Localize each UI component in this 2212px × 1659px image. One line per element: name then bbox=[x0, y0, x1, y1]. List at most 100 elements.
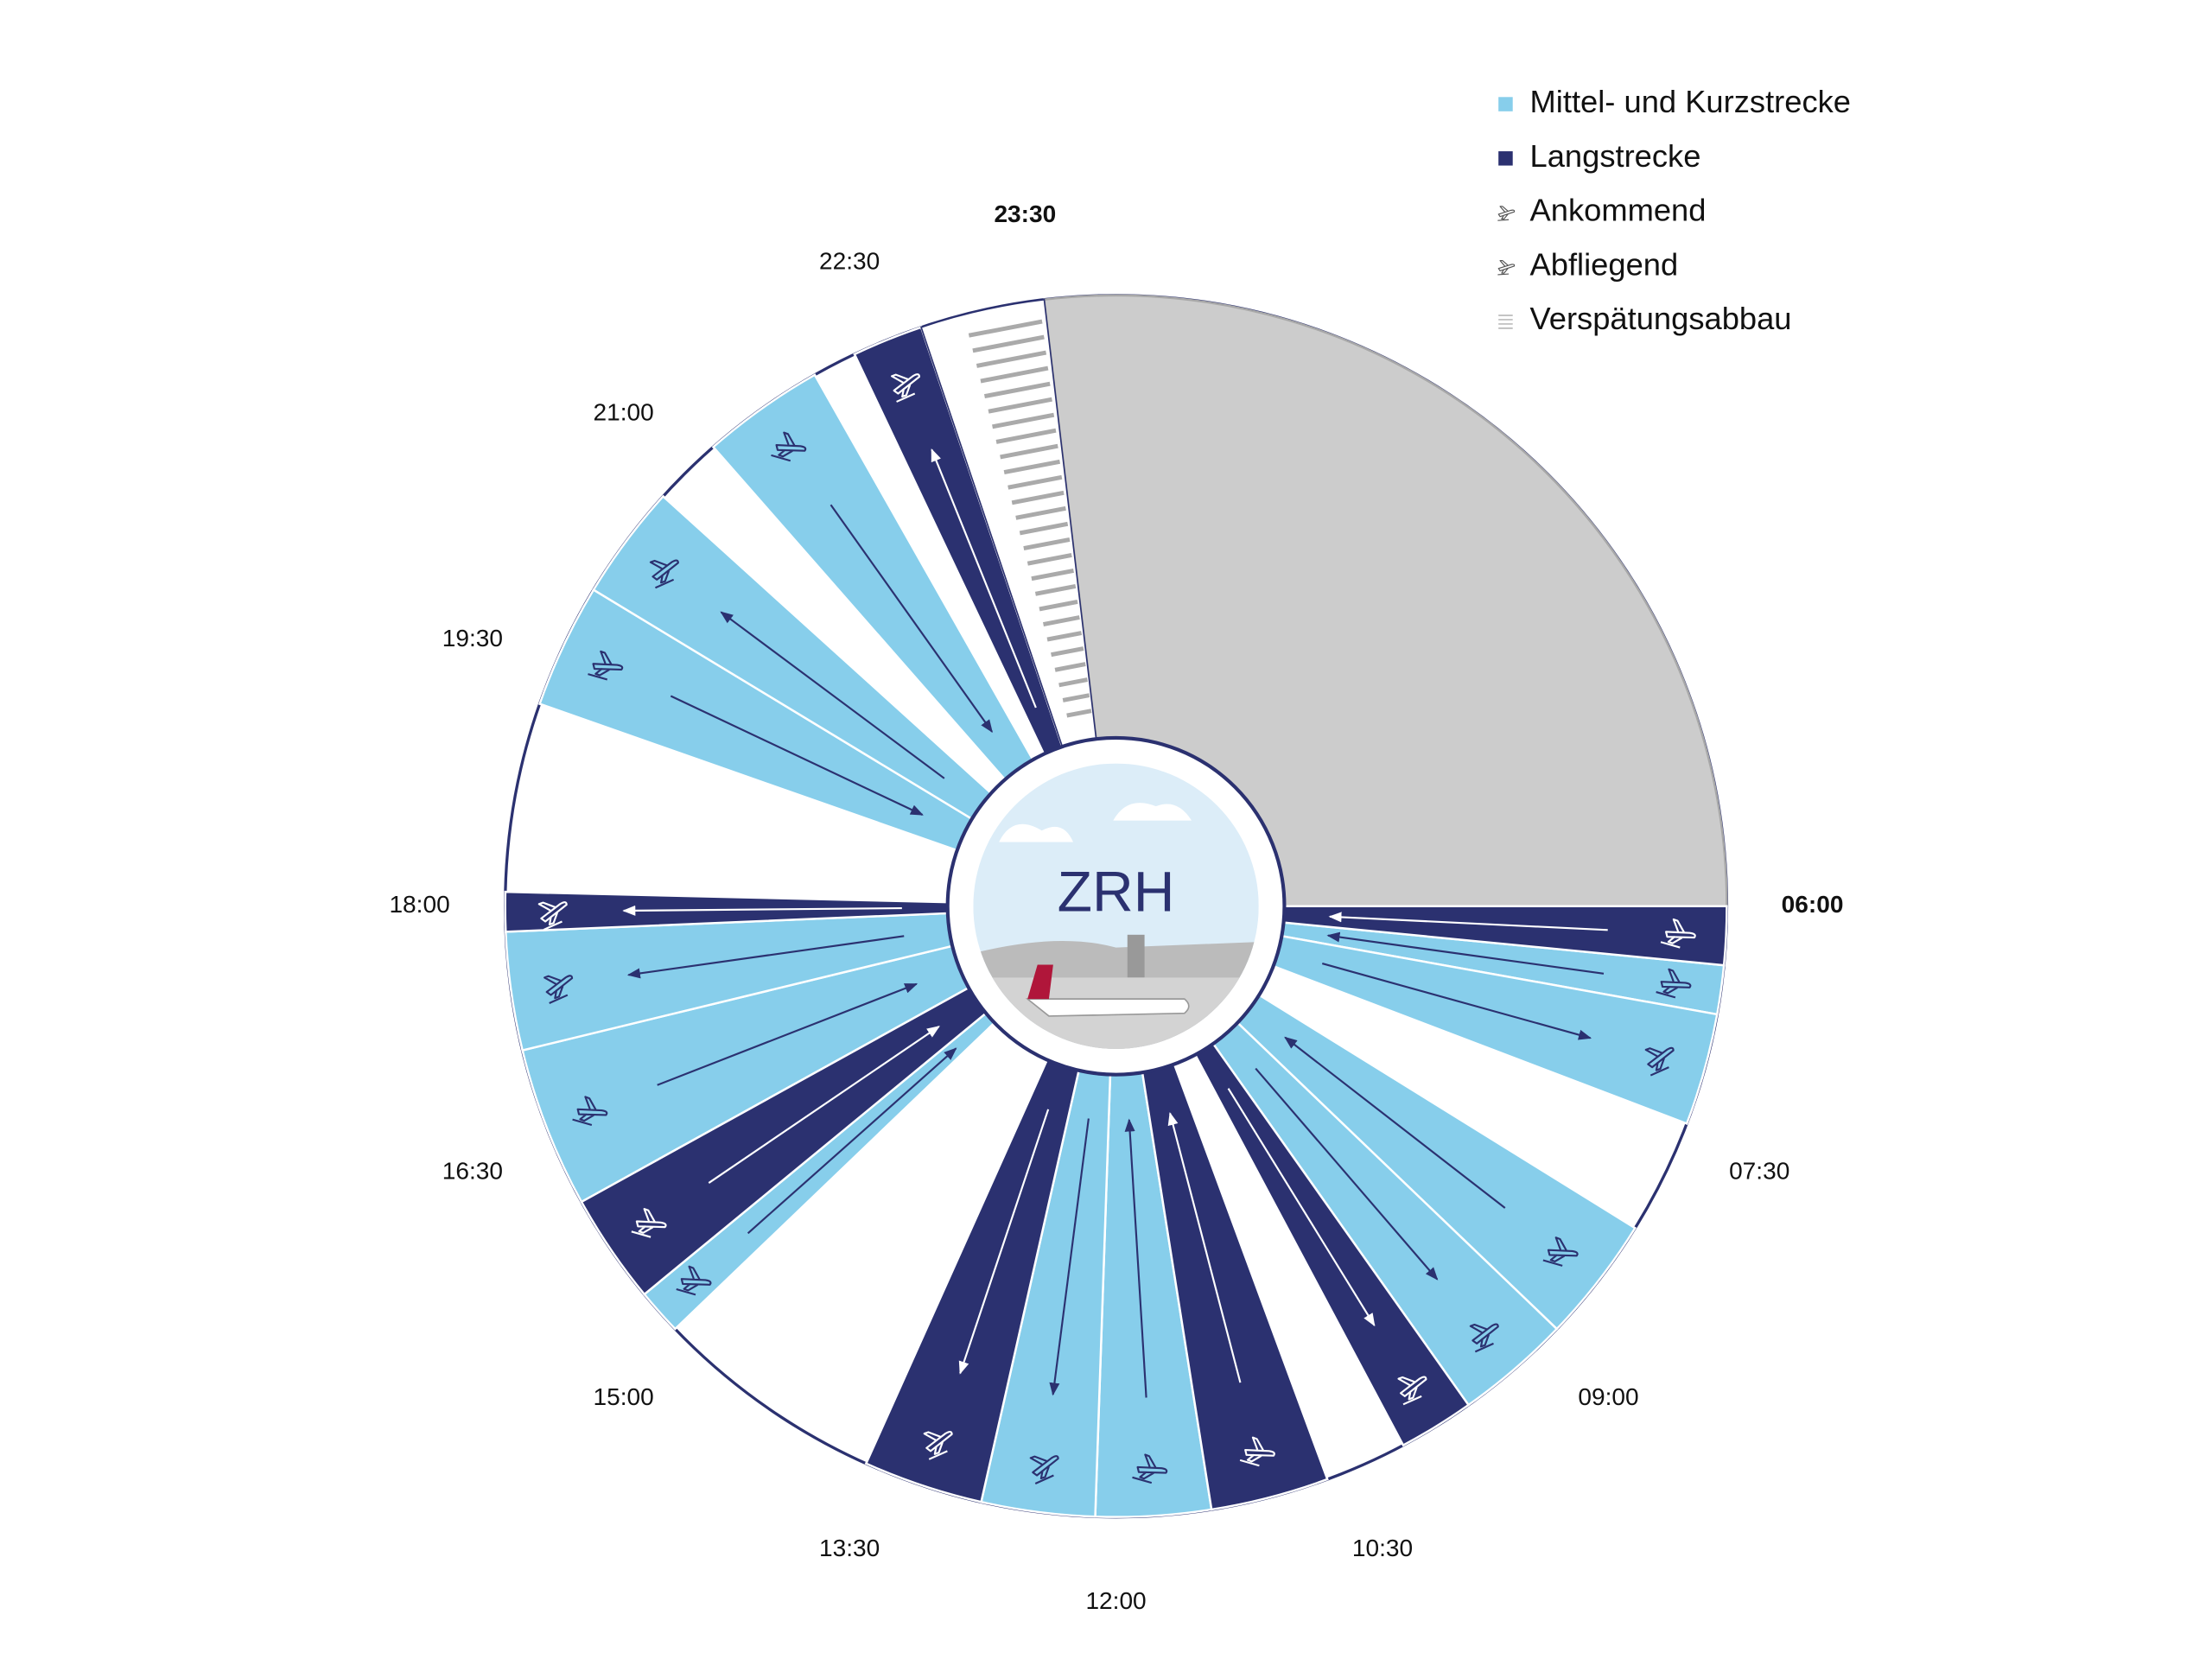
departure-arrow bbox=[1321, 963, 1592, 1040]
delay-stripe bbox=[1066, 709, 1092, 718]
delay-stripe bbox=[1058, 677, 1088, 688]
plane-icon bbox=[771, 431, 807, 462]
time-label: 22:30 bbox=[819, 248, 880, 275]
legend-label: Mittel- und Kurzstrecke bbox=[1530, 84, 1851, 119]
delay-stripe bbox=[1046, 631, 1083, 642]
arrival-arrow bbox=[1124, 1118, 1147, 1398]
arrival-arrow bbox=[1167, 1112, 1242, 1383]
plane-icon bbox=[676, 1265, 712, 1296]
plane-shape bbox=[890, 373, 921, 403]
delay-stripe bbox=[1039, 600, 1078, 612]
delay-stripe bbox=[983, 381, 1051, 399]
delay-stripe bbox=[1003, 459, 1061, 475]
plane-icon bbox=[1656, 968, 1692, 999]
departure-arrow bbox=[1255, 1067, 1439, 1281]
plane-icon bbox=[572, 1096, 608, 1127]
cloud bbox=[1113, 803, 1192, 821]
arrival-arrow bbox=[830, 504, 993, 734]
plane-shape bbox=[1660, 918, 1696, 949]
hub-illustration bbox=[973, 763, 1259, 1049]
plane-icon bbox=[631, 1208, 667, 1238]
plane-icon bbox=[1644, 1046, 1675, 1077]
arrival-arrow bbox=[670, 695, 924, 816]
plane-shape bbox=[537, 901, 568, 931]
plane-icon bbox=[1469, 1323, 1499, 1353]
departure-arrow bbox=[958, 1109, 1050, 1375]
delay-stripe bbox=[1051, 646, 1084, 658]
arrival-arrow bbox=[1284, 1036, 1506, 1209]
plane-shape bbox=[923, 1430, 953, 1460]
plane-icon bbox=[923, 1430, 953, 1460]
time-label: 18:00 bbox=[389, 891, 449, 918]
legend-label: Ankommend bbox=[1530, 193, 1707, 228]
plane-shape bbox=[1644, 1046, 1675, 1077]
delay-stripe bbox=[1007, 474, 1063, 490]
departure-arrow bbox=[720, 611, 945, 779]
time-label: 07:30 bbox=[1729, 1158, 1789, 1185]
time-label: 13:30 bbox=[819, 1535, 880, 1561]
plane-icon bbox=[588, 650, 624, 681]
plane-shape bbox=[631, 1208, 667, 1238]
closed-sector bbox=[1043, 294, 1728, 908]
legend-label: Abfliegend bbox=[1530, 246, 1679, 282]
plane-icon bbox=[649, 559, 679, 589]
plane-shape bbox=[649, 559, 679, 589]
delay-stripe bbox=[1011, 490, 1065, 505]
plane-shape bbox=[1497, 206, 1516, 221]
plane-shape bbox=[1656, 968, 1692, 999]
plane-icon bbox=[1029, 1455, 1059, 1484]
plane-shape bbox=[1542, 1236, 1579, 1267]
delay-stripe bbox=[968, 319, 1043, 338]
plane-shape bbox=[1497, 259, 1516, 276]
plane-icon bbox=[1397, 1376, 1427, 1406]
hub-title: ZRH bbox=[1058, 860, 1175, 924]
delay-stripe bbox=[1019, 521, 1069, 536]
departure-arrow bbox=[1227, 1088, 1376, 1327]
time-label: 12:00 bbox=[1085, 1587, 1146, 1614]
plane-icon bbox=[1660, 918, 1696, 949]
time-label: 09:00 bbox=[1578, 1383, 1638, 1410]
delay-stripe bbox=[1027, 552, 1072, 566]
plane-shape bbox=[1469, 1323, 1499, 1353]
departure-arrow bbox=[626, 935, 905, 979]
time-label: 15:00 bbox=[594, 1383, 654, 1410]
legend: Mittel- und Kurzstrecke Langstrecke Ankomm… bbox=[1497, 84, 1851, 336]
delay-stripe bbox=[1023, 537, 1071, 550]
delay-stripe bbox=[1015, 505, 1066, 520]
plane-icon bbox=[543, 975, 574, 1004]
cloud bbox=[999, 823, 1074, 842]
delay-stripe bbox=[988, 397, 1052, 414]
aircraft bbox=[1025, 998, 1190, 1017]
delay-stripe bbox=[1000, 443, 1058, 460]
delay-stripe bbox=[1054, 662, 1086, 672]
plane-shape bbox=[676, 1265, 712, 1296]
arrival-arrow bbox=[1326, 931, 1605, 975]
plane-shape bbox=[1132, 1453, 1168, 1484]
plane-shape bbox=[588, 650, 624, 681]
tower bbox=[1127, 934, 1145, 978]
delay-stripe bbox=[972, 334, 1045, 353]
plane-icon bbox=[890, 373, 921, 403]
plane-shape bbox=[543, 975, 574, 1004]
plane-icon bbox=[1132, 1453, 1168, 1484]
departure-arrow bbox=[931, 448, 1037, 709]
arrival-arrow bbox=[747, 1047, 957, 1235]
delay-stripe bbox=[980, 365, 1049, 384]
plane-icon bbox=[1542, 1236, 1579, 1267]
time-label: 06:00 bbox=[1782, 891, 1844, 918]
plane-icon bbox=[537, 901, 568, 931]
departure-arrow bbox=[622, 905, 902, 916]
legend-label: Verspätungsabbau bbox=[1530, 301, 1792, 336]
plane-shape bbox=[1239, 1436, 1275, 1467]
plane-shape bbox=[1397, 1376, 1427, 1406]
delay-stripe bbox=[1062, 693, 1090, 702]
legend-swatch bbox=[1498, 97, 1513, 111]
delay-stripe bbox=[1034, 584, 1077, 596]
delay-stripe bbox=[976, 350, 1047, 368]
time-label: 19:30 bbox=[442, 625, 503, 652]
legend-swatch bbox=[1498, 151, 1513, 166]
time-label: 23:30 bbox=[994, 200, 1056, 227]
plane-icon bbox=[1497, 259, 1516, 276]
